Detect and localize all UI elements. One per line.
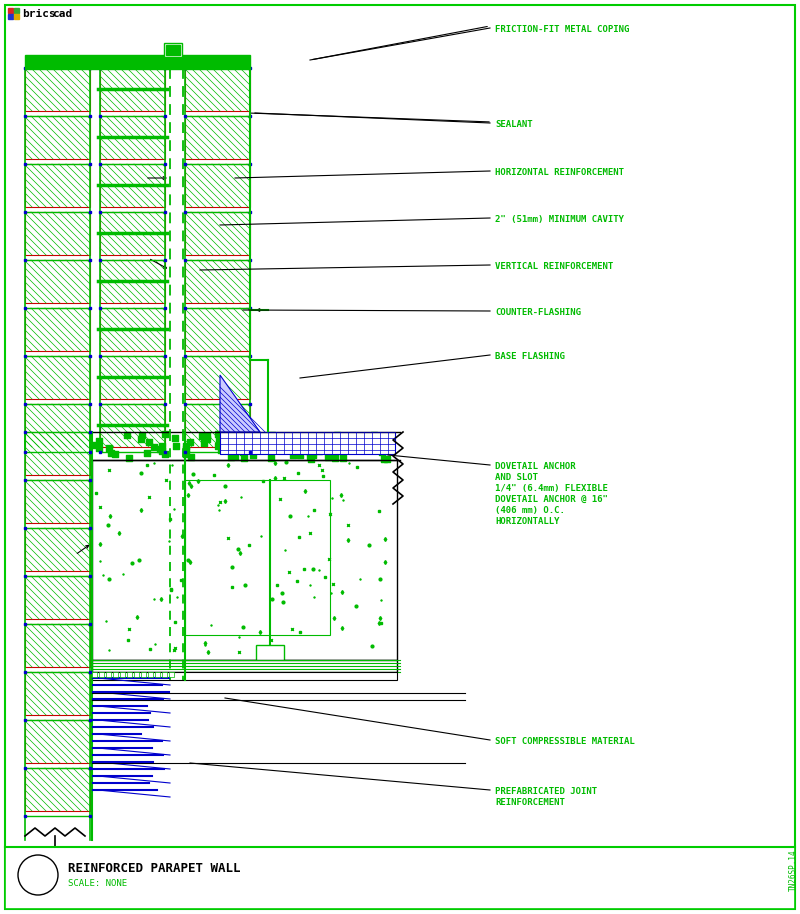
Bar — [5, 847, 795, 909]
Bar — [25, 432, 90, 475]
Bar — [166, 45, 180, 55]
Polygon shape — [220, 375, 260, 432]
Bar — [185, 164, 250, 207]
Text: brics: brics — [22, 9, 56, 19]
Bar — [100, 308, 165, 351]
Bar — [25, 68, 90, 111]
Bar — [92, 672, 397, 680]
Bar — [185, 404, 250, 447]
Bar — [8, 8, 13, 13]
Bar — [100, 164, 165, 207]
Bar — [100, 68, 165, 111]
Bar — [169, 672, 174, 677]
Bar — [100, 260, 165, 303]
Bar — [14, 14, 19, 19]
Text: BASE FLASHING: BASE FLASHING — [495, 352, 565, 361]
Bar — [92, 660, 397, 672]
Text: DOVETAIL ANCHOR: DOVETAIL ANCHOR — [495, 462, 576, 471]
Text: DOVETAIL ANCHOR @ 16": DOVETAIL ANCHOR @ 16" — [495, 495, 608, 504]
Text: SOFT COMPRESSIBLE MATERIAL: SOFT COMPRESSIBLE MATERIAL — [495, 737, 634, 746]
Bar — [25, 164, 90, 207]
Bar — [185, 480, 330, 635]
Text: REINFORCEMENT: REINFORCEMENT — [495, 798, 565, 807]
Bar — [25, 672, 90, 715]
Bar — [185, 68, 250, 111]
Bar — [100, 212, 165, 255]
Bar — [25, 260, 90, 303]
Bar — [185, 116, 250, 159]
Text: SCALE: NONE: SCALE: NONE — [68, 879, 127, 888]
Bar — [25, 528, 90, 571]
Bar — [25, 55, 250, 69]
Text: HORIZONTALLY: HORIZONTALLY — [495, 517, 559, 526]
Bar — [25, 404, 90, 447]
Bar — [99, 672, 104, 677]
Text: AND SLOT: AND SLOT — [495, 473, 538, 482]
Bar — [185, 308, 250, 351]
Text: VERTICAL REINFORCEMENT: VERTICAL REINFORCEMENT — [495, 262, 614, 271]
Text: (406 mm) O.C.: (406 mm) O.C. — [495, 506, 565, 515]
Text: cad: cad — [52, 9, 72, 19]
Bar — [25, 308, 90, 351]
Text: 2" (51mm) MINIMUM CAVITY: 2" (51mm) MINIMUM CAVITY — [495, 215, 624, 224]
Text: 1/4" (6.4mm) FLEXIBLE: 1/4" (6.4mm) FLEXIBLE — [495, 484, 608, 493]
Bar — [185, 356, 250, 399]
Bar — [8, 14, 13, 19]
Bar — [92, 460, 397, 660]
Bar — [100, 404, 165, 447]
Bar — [164, 43, 182, 57]
Bar — [155, 672, 160, 677]
Text: HORIZONTAL REINFORCEMENT: HORIZONTAL REINFORCEMENT — [495, 168, 624, 177]
Bar — [127, 672, 132, 677]
Bar — [134, 672, 139, 677]
Text: PREFABRICATED JOINT: PREFABRICATED JOINT — [495, 787, 597, 796]
Bar — [25, 576, 90, 619]
Bar — [162, 672, 167, 677]
Bar — [100, 116, 165, 159]
Text: REINFORCED PARAPET WALL: REINFORCED PARAPET WALL — [68, 862, 241, 875]
Bar — [185, 260, 250, 303]
Bar — [25, 116, 90, 159]
Text: TN26SP.14: TN26SP.14 — [789, 849, 798, 891]
Bar — [25, 768, 90, 811]
Bar — [106, 672, 111, 677]
Bar — [92, 672, 97, 677]
Bar — [120, 672, 125, 677]
Bar — [220, 432, 395, 454]
Text: COUNTER-FLASHING: COUNTER-FLASHING — [495, 308, 581, 317]
Bar — [100, 356, 165, 399]
Circle shape — [18, 855, 58, 895]
Bar — [25, 356, 90, 399]
Bar — [185, 212, 250, 255]
Bar — [14, 8, 19, 13]
Bar — [25, 212, 90, 255]
Text: SEALANT: SEALANT — [495, 120, 533, 129]
Bar — [25, 480, 90, 523]
Bar — [25, 624, 90, 667]
Bar — [113, 672, 118, 677]
Bar — [148, 672, 153, 677]
Bar — [256, 645, 284, 663]
Bar — [25, 720, 90, 763]
Text: FRICTION-FIT METAL COPING: FRICTION-FIT METAL COPING — [495, 25, 630, 34]
Bar — [141, 672, 146, 677]
